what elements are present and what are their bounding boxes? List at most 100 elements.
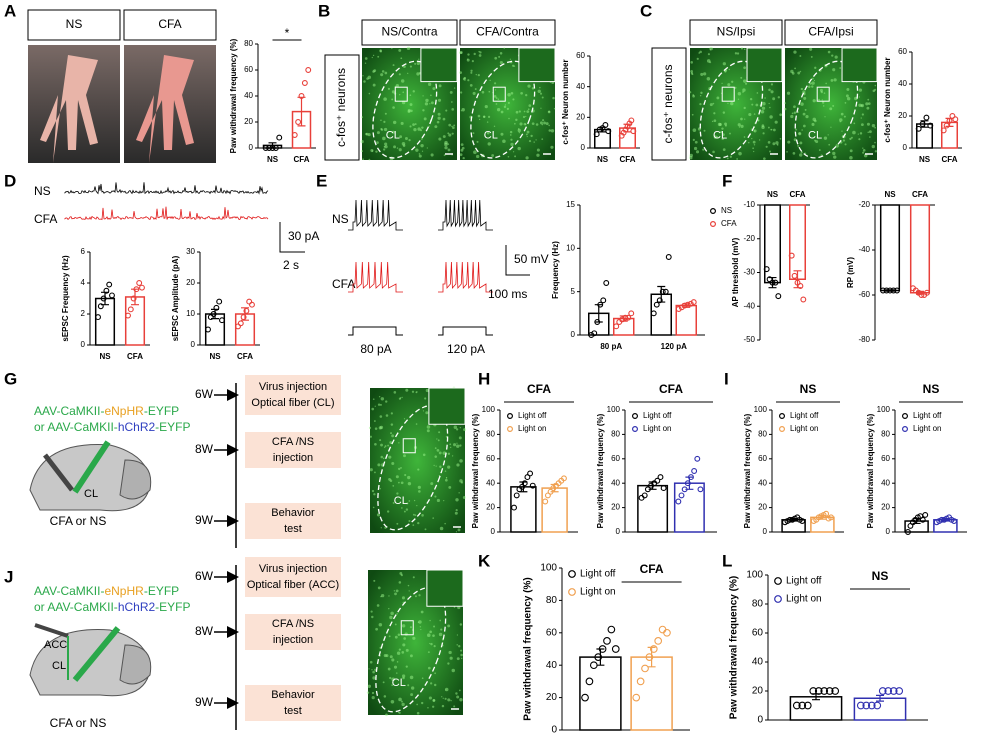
cell-speck	[371, 615, 374, 619]
cell-speck	[839, 67, 842, 69]
data-point	[641, 664, 649, 673]
cell-speck	[478, 118, 481, 121]
cell-speck	[447, 452, 451, 455]
data-point	[600, 297, 607, 304]
region-label: CL	[52, 660, 66, 672]
y-tick-label: 0	[81, 340, 86, 349]
data-point	[890, 287, 897, 294]
y-tick-label: 10	[186, 309, 195, 318]
cell-speck	[400, 481, 404, 485]
trace-label: CFA	[332, 277, 355, 291]
cell-speck	[407, 110, 411, 114]
cell-speck	[415, 423, 418, 425]
cell-speck	[417, 485, 421, 489]
cell-speck	[380, 443, 383, 447]
cell-speck	[784, 107, 787, 111]
cell-speck	[456, 695, 460, 699]
cell-speck	[792, 151, 796, 155]
step-text: CFA /NS	[272, 436, 314, 448]
y-tick-label: 20	[576, 112, 585, 121]
y-tick-label: 40	[881, 478, 890, 487]
cell-speck	[368, 158, 371, 161]
cell-speck	[504, 104, 507, 106]
cell-speck	[518, 132, 520, 134]
data-point	[915, 125, 922, 132]
cell-speck	[474, 88, 477, 91]
cell-speck	[409, 626, 412, 629]
cell-speck	[404, 632, 408, 636]
cell-speck	[738, 151, 742, 156]
cell-speck	[458, 645, 461, 648]
cell-speck	[451, 455, 454, 457]
data-point	[650, 310, 657, 317]
cell-speck	[376, 513, 380, 517]
data-point	[656, 297, 663, 304]
cell-speck	[507, 101, 510, 104]
data-point	[561, 475, 567, 482]
cell-speck	[387, 444, 390, 447]
data-point	[922, 511, 929, 518]
cell-speck	[493, 125, 496, 128]
cell-speck	[410, 693, 414, 697]
error-bar	[596, 648, 605, 666]
cell-speck	[402, 643, 406, 647]
cell-speck	[396, 651, 401, 655]
cell-speck	[389, 615, 393, 620]
cell-speck	[866, 106, 870, 110]
y-tick-label: -50	[743, 335, 755, 344]
cell-speck	[702, 148, 705, 151]
cell-speck	[536, 148, 540, 152]
cell-speck	[420, 138, 423, 140]
y-tick-label: 5	[571, 287, 576, 296]
cell-speck	[363, 80, 366, 83]
cell-speck	[844, 143, 847, 146]
cell-speck	[421, 126, 424, 129]
cell-speck	[758, 139, 761, 141]
cell-speck	[703, 72, 707, 76]
cell-speck	[395, 589, 399, 593]
cell-speck	[449, 656, 453, 660]
current-step	[348, 326, 403, 336]
cell-speck	[447, 662, 450, 665]
cell-speck	[509, 58, 511, 60]
step-box	[245, 685, 341, 721]
cell-speck	[401, 700, 403, 703]
cell-speck	[811, 81, 815, 85]
cell-speck	[442, 135, 446, 139]
cell-speck	[427, 666, 431, 670]
cell-speck	[690, 61, 693, 64]
cell-speck	[744, 118, 746, 120]
cell-speck	[390, 423, 394, 426]
cell-speck	[424, 528, 427, 531]
cell-speck	[391, 677, 395, 682]
cell-speck	[394, 623, 397, 626]
cell-speck	[512, 64, 515, 67]
cell-speck	[858, 88, 863, 92]
voltage-trace	[348, 199, 403, 231]
cell-speck	[396, 522, 399, 525]
cell-speck	[459, 71, 463, 74]
cell-speck	[429, 682, 433, 685]
cell-speck	[448, 123, 452, 127]
data-point	[918, 292, 925, 298]
cell-speck	[552, 96, 555, 100]
cell-speck	[372, 83, 376, 87]
cell-speck	[793, 50, 797, 54]
cell-speck	[378, 395, 381, 398]
roi	[492, 86, 506, 102]
cell-speck	[403, 418, 406, 420]
y-tick-label: 100	[482, 405, 496, 414]
cell-speck	[539, 86, 541, 89]
cell-speck	[417, 468, 420, 471]
data-point	[524, 474, 531, 481]
bar	[637, 484, 669, 533]
data-point	[249, 301, 255, 308]
cell-speck	[414, 595, 417, 598]
cell-speck	[713, 135, 718, 139]
cell-speck	[372, 70, 375, 73]
data-point	[665, 254, 672, 260]
cell-speck	[722, 148, 726, 151]
cell-speck	[712, 150, 715, 154]
cell-speck	[456, 428, 459, 431]
cell-speck	[483, 115, 486, 118]
